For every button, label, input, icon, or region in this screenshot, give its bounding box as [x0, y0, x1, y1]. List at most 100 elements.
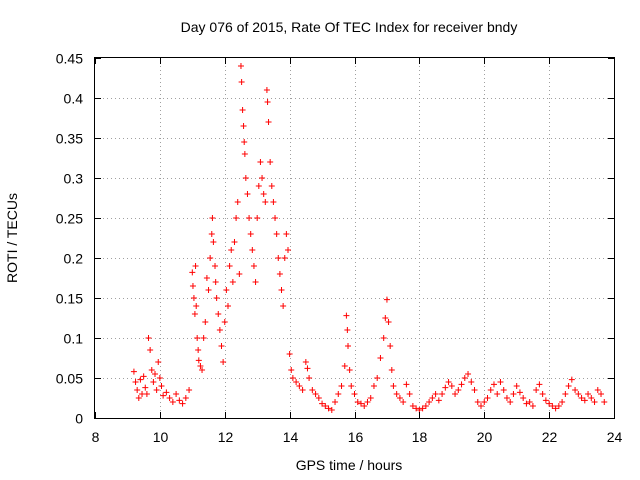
data-point: [325, 405, 332, 412]
x-tick-label: 14: [283, 429, 299, 445]
data-point: [189, 283, 196, 289]
data-point: [285, 247, 292, 253]
data-point: [236, 271, 243, 277]
x-tick-label: 12: [218, 429, 234, 445]
data-point: [264, 99, 271, 105]
data-point: [594, 387, 601, 393]
data-point: [155, 359, 162, 365]
data-point: [212, 263, 219, 269]
x-tick-label: 20: [477, 429, 493, 445]
y-axis-label: ROTI / TECUs: [4, 193, 20, 283]
data-point: [575, 391, 582, 397]
data-point: [239, 107, 246, 113]
data-point: [212, 279, 219, 285]
data-point: [426, 399, 433, 405]
data-point: [209, 215, 216, 221]
data-point: [510, 391, 517, 397]
data-point: [132, 379, 139, 385]
data-point: [153, 387, 160, 393]
data-point: [370, 383, 377, 389]
data-point: [341, 363, 348, 369]
x-tick-labels: 8 10 12 14 16 18 20 22 24: [92, 429, 623, 445]
data-point: [513, 383, 520, 389]
data-point: [429, 395, 436, 401]
data-point: [458, 381, 465, 388]
data-point: [203, 275, 210, 281]
data-point: [494, 391, 501, 397]
data-point: [231, 239, 238, 245]
data-point: [140, 373, 147, 380]
data-point: [348, 383, 355, 389]
data-point: [270, 199, 277, 205]
data-point: [523, 400, 530, 407]
data-point: [559, 399, 566, 405]
y-tick-label: 0.15: [56, 291, 83, 307]
data-point: [387, 343, 394, 349]
data-point: [380, 335, 387, 341]
data-point: [500, 387, 507, 393]
x-tick-label: 8: [92, 429, 100, 445]
data-point: [166, 395, 173, 401]
data-point: [220, 359, 227, 365]
y-tick-labels: 0 0.05 0.1 0.15 0.2 0.25 0.3 0.35 0.4 0.45: [56, 51, 83, 427]
data-point: [452, 391, 459, 397]
data-point: [357, 400, 364, 407]
data-point: [319, 400, 326, 407]
data-point: [276, 271, 283, 277]
data-point: [241, 151, 248, 157]
data-point: [542, 397, 549, 404]
x-axis-label: GPS time / hours: [296, 457, 403, 473]
data-point: [228, 247, 235, 253]
data-point: [468, 379, 475, 385]
data-point: [306, 375, 313, 381]
data-point: [288, 367, 295, 373]
data-point: [465, 371, 472, 377]
y-tick-label: 0.2: [64, 251, 84, 267]
data-point: [207, 255, 214, 261]
data-point: [237, 63, 244, 69]
data-point: [224, 303, 231, 309]
data-point: [268, 183, 275, 189]
data-point: [435, 397, 442, 404]
data-point: [281, 255, 288, 261]
data-point: [302, 359, 309, 365]
data-point: [549, 403, 556, 409]
data-point: [516, 389, 523, 396]
data-point: [367, 395, 374, 401]
data-point: [186, 387, 193, 393]
data-point: [328, 407, 335, 413]
x-tick-label: 16: [348, 429, 364, 445]
data-point: [137, 376, 144, 383]
data-point: [176, 397, 183, 404]
data-point: [361, 403, 368, 409]
data-point: [332, 399, 339, 405]
data-point: [179, 400, 186, 407]
data-point: [562, 391, 569, 397]
chart-title: Day 076 of 2015, Rate Of TEC Index for r…: [181, 19, 518, 35]
y-tick-label: 0.1: [64, 331, 84, 347]
data-point: [158, 383, 165, 389]
data-point: [273, 231, 280, 237]
data-point: [309, 387, 316, 393]
data-point: [406, 391, 413, 397]
data-point: [315, 395, 322, 401]
data-point: [169, 399, 176, 405]
x-tick-label: 18: [412, 429, 428, 445]
data-point: [244, 191, 251, 197]
data-point: [195, 357, 202, 364]
data-point: [160, 392, 167, 399]
data-point: [471, 387, 478, 393]
data-point: [432, 391, 439, 397]
data-point: [275, 255, 282, 261]
data-point: [442, 384, 449, 391]
data-point: [142, 384, 149, 391]
data-point: [208, 231, 215, 237]
data-point: [343, 312, 350, 319]
data-point: [246, 215, 253, 221]
data-point: [455, 387, 462, 393]
data-point: [163, 389, 170, 396]
data-point: [382, 315, 389, 321]
data-point: [396, 395, 403, 401]
data-point: [578, 395, 585, 401]
